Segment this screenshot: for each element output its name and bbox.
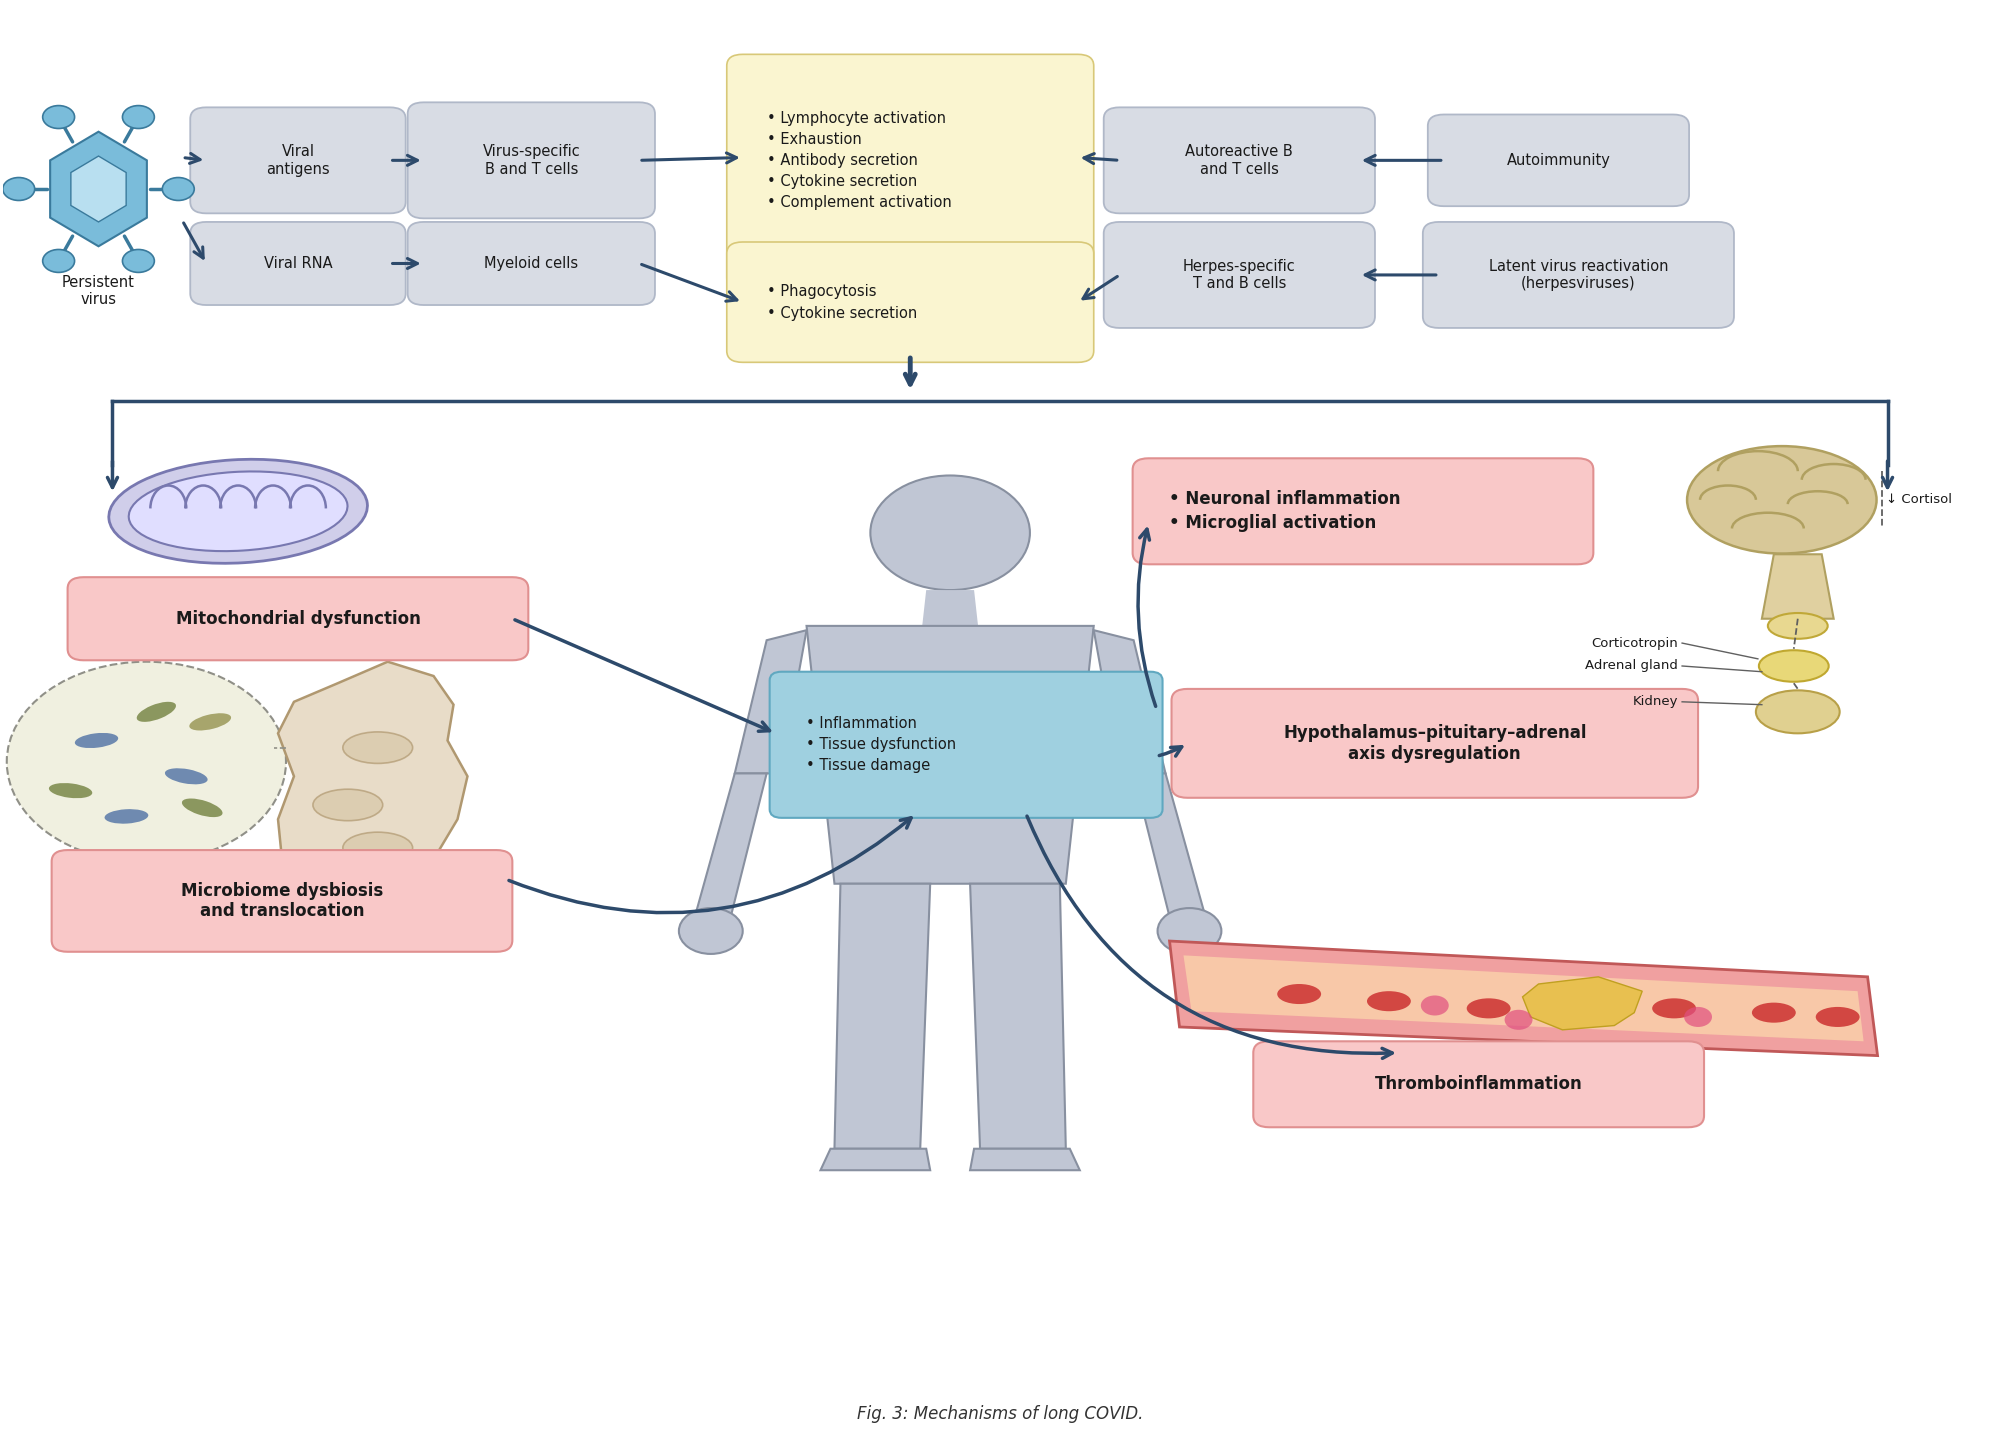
FancyBboxPatch shape [770, 672, 1162, 818]
Polygon shape [1522, 976, 1642, 1030]
Ellipse shape [48, 784, 92, 798]
Ellipse shape [1758, 650, 1828, 682]
Text: Hypothalamus–pituitary–adrenal
axis dysregulation: Hypothalamus–pituitary–adrenal axis dysr… [1284, 723, 1586, 762]
Text: Myeloid cells: Myeloid cells [484, 256, 578, 270]
Ellipse shape [128, 472, 348, 551]
Ellipse shape [164, 768, 208, 784]
FancyBboxPatch shape [1132, 459, 1594, 564]
FancyBboxPatch shape [726, 242, 1094, 362]
Text: Persistent
virus: Persistent virus [62, 275, 134, 308]
Text: Viral RNA: Viral RNA [264, 256, 332, 270]
Polygon shape [1134, 774, 1206, 916]
FancyBboxPatch shape [1104, 108, 1374, 213]
Polygon shape [1184, 955, 1864, 1041]
Polygon shape [278, 661, 468, 899]
Text: • Lymphocyte activation
• Exhaustion
• Antibody secretion
• Cytokine secretion
•: • Lymphocyte activation • Exhaustion • A… [766, 111, 952, 210]
FancyBboxPatch shape [1428, 115, 1690, 206]
Text: Thromboinflammation: Thromboinflammation [1374, 1076, 1582, 1093]
Ellipse shape [1768, 613, 1828, 638]
Circle shape [1504, 1009, 1532, 1030]
Text: Corticotropin: Corticotropin [1592, 637, 1678, 650]
Ellipse shape [1756, 690, 1840, 733]
Text: Autoreactive B
and T cells: Autoreactive B and T cells [1186, 144, 1294, 177]
FancyBboxPatch shape [726, 55, 1094, 289]
Polygon shape [734, 630, 806, 774]
Ellipse shape [74, 733, 118, 748]
Circle shape [162, 177, 194, 200]
Text: Virus-specific
B and T cells: Virus-specific B and T cells [482, 144, 580, 177]
Text: Mitochondrial dysfunction: Mitochondrial dysfunction [176, 610, 420, 628]
FancyBboxPatch shape [1254, 1041, 1704, 1127]
FancyBboxPatch shape [52, 850, 512, 952]
Ellipse shape [136, 702, 176, 722]
Text: Adrenal gland: Adrenal gland [1586, 660, 1678, 673]
Polygon shape [1762, 554, 1834, 618]
Polygon shape [806, 626, 1094, 884]
Text: Microbiome dysbiosis
and translocation: Microbiome dysbiosis and translocation [180, 881, 384, 920]
Ellipse shape [190, 713, 232, 731]
Circle shape [2, 177, 34, 200]
Circle shape [678, 907, 742, 953]
Ellipse shape [182, 798, 222, 817]
FancyBboxPatch shape [68, 577, 528, 660]
Ellipse shape [104, 810, 148, 824]
Circle shape [870, 476, 1030, 590]
Text: • Neuronal inflammation
• Microglial activation: • Neuronal inflammation • Microglial act… [1168, 490, 1400, 532]
Text: • Phagocytosis
• Cytokine secretion: • Phagocytosis • Cytokine secretion [766, 283, 916, 321]
Text: Herpes-specific
T and B cells: Herpes-specific T and B cells [1182, 259, 1296, 290]
Circle shape [122, 105, 154, 128]
Polygon shape [922, 590, 978, 626]
FancyBboxPatch shape [408, 102, 654, 219]
Ellipse shape [108, 459, 368, 564]
Ellipse shape [342, 833, 412, 864]
Polygon shape [70, 157, 126, 221]
FancyBboxPatch shape [190, 221, 406, 305]
Circle shape [1158, 907, 1222, 953]
Text: Autoimmunity: Autoimmunity [1506, 152, 1610, 168]
Text: Viral
antigens: Viral antigens [266, 144, 330, 177]
Ellipse shape [1278, 984, 1322, 1004]
FancyBboxPatch shape [190, 108, 406, 213]
FancyBboxPatch shape [1172, 689, 1698, 798]
Circle shape [122, 249, 154, 272]
Polygon shape [820, 1149, 930, 1171]
Circle shape [42, 249, 74, 272]
Ellipse shape [342, 732, 412, 764]
FancyBboxPatch shape [1104, 221, 1374, 328]
Circle shape [1684, 1007, 1712, 1027]
FancyBboxPatch shape [408, 221, 654, 305]
Polygon shape [1170, 940, 1878, 1055]
Polygon shape [834, 884, 930, 1149]
Ellipse shape [1366, 991, 1410, 1011]
Ellipse shape [1466, 998, 1510, 1018]
Polygon shape [970, 884, 1066, 1149]
FancyBboxPatch shape [1422, 221, 1734, 328]
Text: ↓ Cortisol: ↓ Cortisol [1886, 493, 1952, 506]
Text: Fig. 3: Mechanisms of long COVID.: Fig. 3: Mechanisms of long COVID. [856, 1405, 1144, 1422]
Text: Latent virus reactivation
(herpesviruses): Latent virus reactivation (herpesviruses… [1488, 259, 1668, 290]
Ellipse shape [1688, 446, 1876, 554]
Polygon shape [50, 132, 146, 246]
Circle shape [1420, 995, 1448, 1015]
Text: • Inflammation
• Tissue dysfunction
• Tissue damage: • Inflammation • Tissue dysfunction • Ti… [806, 716, 956, 774]
Ellipse shape [1752, 1002, 1796, 1022]
Ellipse shape [1816, 1007, 1860, 1027]
Polygon shape [970, 1149, 1080, 1171]
Circle shape [42, 105, 74, 128]
Polygon shape [1094, 630, 1166, 774]
Text: Kidney: Kidney [1632, 696, 1678, 709]
Circle shape [6, 661, 286, 863]
Ellipse shape [312, 789, 382, 821]
Ellipse shape [1652, 998, 1696, 1018]
Polygon shape [694, 774, 766, 916]
